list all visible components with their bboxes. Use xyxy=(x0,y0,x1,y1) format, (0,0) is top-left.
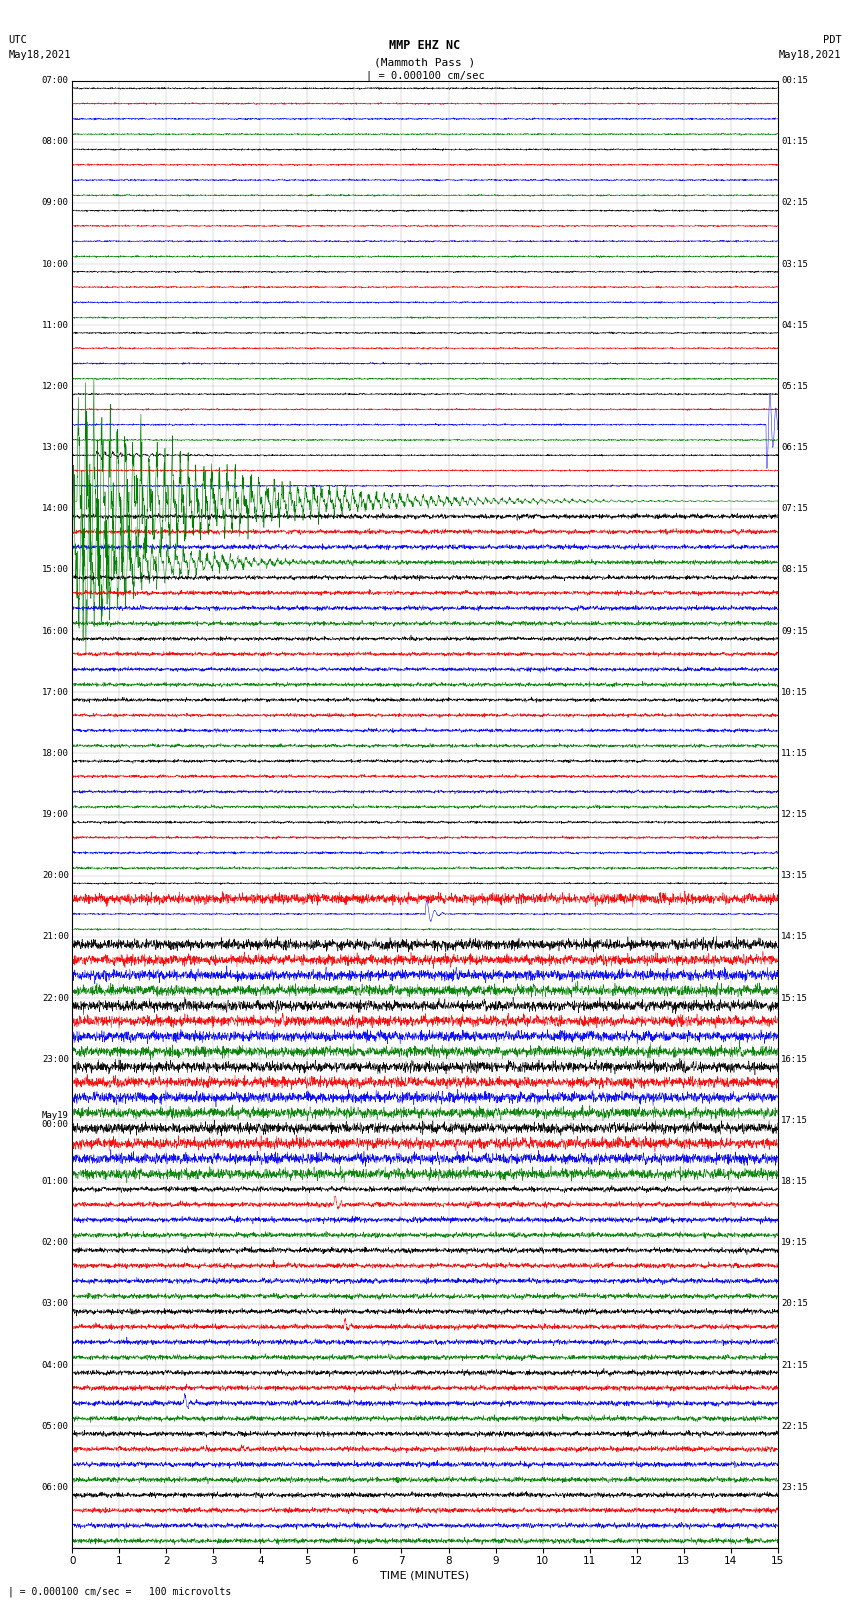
Text: 00:00: 00:00 xyxy=(42,1121,69,1129)
Text: 09:00: 09:00 xyxy=(42,198,69,208)
Text: 10:00: 10:00 xyxy=(42,260,69,269)
Text: | = 0.000100 cm/sec =   100 microvolts: | = 0.000100 cm/sec = 100 microvolts xyxy=(8,1586,232,1597)
Text: PDT: PDT xyxy=(823,35,842,45)
Text: 21:00: 21:00 xyxy=(42,932,69,942)
Text: 14:15: 14:15 xyxy=(781,932,808,942)
Text: 20:15: 20:15 xyxy=(781,1300,808,1308)
Text: 02:00: 02:00 xyxy=(42,1239,69,1247)
Text: 19:15: 19:15 xyxy=(781,1239,808,1247)
Text: 15:00: 15:00 xyxy=(42,566,69,574)
Text: 05:00: 05:00 xyxy=(42,1421,69,1431)
Text: 07:00: 07:00 xyxy=(42,76,69,85)
Text: 11:00: 11:00 xyxy=(42,321,69,329)
Text: 04:15: 04:15 xyxy=(781,321,808,329)
Text: 14:00: 14:00 xyxy=(42,505,69,513)
Text: 10:15: 10:15 xyxy=(781,687,808,697)
Text: 22:15: 22:15 xyxy=(781,1421,808,1431)
Text: 03:15: 03:15 xyxy=(781,260,808,269)
Text: 23:15: 23:15 xyxy=(781,1482,808,1492)
Text: 08:15: 08:15 xyxy=(781,566,808,574)
Text: 08:00: 08:00 xyxy=(42,137,69,147)
Text: 01:15: 01:15 xyxy=(781,137,808,147)
Text: May19: May19 xyxy=(42,1111,69,1121)
Text: 18:00: 18:00 xyxy=(42,748,69,758)
Text: 02:15: 02:15 xyxy=(781,198,808,208)
Text: 18:15: 18:15 xyxy=(781,1177,808,1186)
Text: 20:00: 20:00 xyxy=(42,871,69,881)
Text: MMP EHZ NC: MMP EHZ NC xyxy=(389,39,461,52)
Text: 03:00: 03:00 xyxy=(42,1300,69,1308)
Text: May18,2021: May18,2021 xyxy=(8,50,71,60)
Text: 12:00: 12:00 xyxy=(42,382,69,390)
Text: 05:15: 05:15 xyxy=(781,382,808,390)
Text: 00:15: 00:15 xyxy=(781,76,808,85)
Text: 06:00: 06:00 xyxy=(42,1482,69,1492)
Text: 09:15: 09:15 xyxy=(781,626,808,636)
Text: 19:00: 19:00 xyxy=(42,810,69,819)
Text: May18,2021: May18,2021 xyxy=(779,50,842,60)
Text: 13:00: 13:00 xyxy=(42,444,69,452)
Text: 22:00: 22:00 xyxy=(42,994,69,1003)
Text: 07:15: 07:15 xyxy=(781,505,808,513)
Text: 11:15: 11:15 xyxy=(781,748,808,758)
Text: UTC: UTC xyxy=(8,35,27,45)
Text: (Mammoth Pass ): (Mammoth Pass ) xyxy=(374,58,476,68)
Text: 01:00: 01:00 xyxy=(42,1177,69,1186)
Text: 16:00: 16:00 xyxy=(42,626,69,636)
Text: 15:15: 15:15 xyxy=(781,994,808,1003)
Text: 06:15: 06:15 xyxy=(781,444,808,452)
Text: 21:15: 21:15 xyxy=(781,1360,808,1369)
Text: 04:00: 04:00 xyxy=(42,1360,69,1369)
X-axis label: TIME (MINUTES): TIME (MINUTES) xyxy=(381,1571,469,1581)
Text: 23:00: 23:00 xyxy=(42,1055,69,1063)
Text: 17:00: 17:00 xyxy=(42,687,69,697)
Text: 17:15: 17:15 xyxy=(781,1116,808,1124)
Text: 13:15: 13:15 xyxy=(781,871,808,881)
Text: 12:15: 12:15 xyxy=(781,810,808,819)
Text: | = 0.000100 cm/sec: | = 0.000100 cm/sec xyxy=(366,69,484,81)
Text: 16:15: 16:15 xyxy=(781,1055,808,1063)
